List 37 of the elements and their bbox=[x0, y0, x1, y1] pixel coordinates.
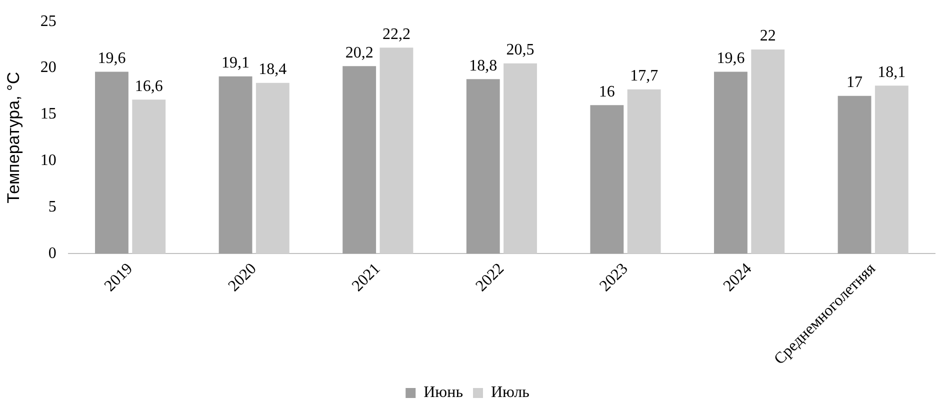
bar bbox=[838, 96, 872, 254]
data-label: 18,4 bbox=[258, 61, 287, 78]
data-label: 22,2 bbox=[382, 26, 410, 43]
data-label: 20,2 bbox=[345, 44, 374, 62]
y-tick-label: 15 bbox=[40, 106, 56, 123]
y-tick-label: 20 bbox=[40, 59, 56, 76]
legend-label: Июль bbox=[490, 384, 530, 402]
data-label: 22 bbox=[760, 28, 776, 45]
bar bbox=[218, 76, 252, 254]
bar bbox=[95, 72, 128, 254]
bar bbox=[627, 89, 661, 254]
data-label: 18,1 bbox=[878, 64, 906, 81]
y-tick-label: 10 bbox=[40, 152, 56, 170]
data-label: 17 bbox=[846, 74, 863, 92]
bar bbox=[380, 48, 414, 254]
bar bbox=[342, 66, 376, 254]
y-tick-label: 0 bbox=[48, 244, 56, 262]
bar bbox=[874, 86, 908, 254]
y-axis-title: Температура, °C bbox=[4, 72, 23, 204]
bar bbox=[132, 100, 166, 254]
data-label: 19,6 bbox=[716, 50, 745, 67]
data-label: 18,8 bbox=[469, 57, 498, 74]
data-label: 19,1 bbox=[222, 54, 250, 72]
bar bbox=[714, 72, 748, 254]
data-label: 16,6 bbox=[134, 78, 163, 95]
legend-label: Июнь bbox=[424, 384, 463, 402]
data-label: 16 bbox=[598, 83, 615, 100]
data-label: 19,6 bbox=[98, 50, 126, 67]
bar bbox=[590, 105, 624, 254]
bar bbox=[466, 79, 500, 254]
bar bbox=[504, 63, 537, 254]
data-label: 20,5 bbox=[506, 42, 534, 59]
bar bbox=[751, 49, 785, 254]
data-label: 17,7 bbox=[630, 68, 658, 85]
y-tick-label: 25 bbox=[40, 12, 56, 30]
bar bbox=[256, 82, 290, 254]
y-tick-label: 5 bbox=[48, 198, 56, 216]
